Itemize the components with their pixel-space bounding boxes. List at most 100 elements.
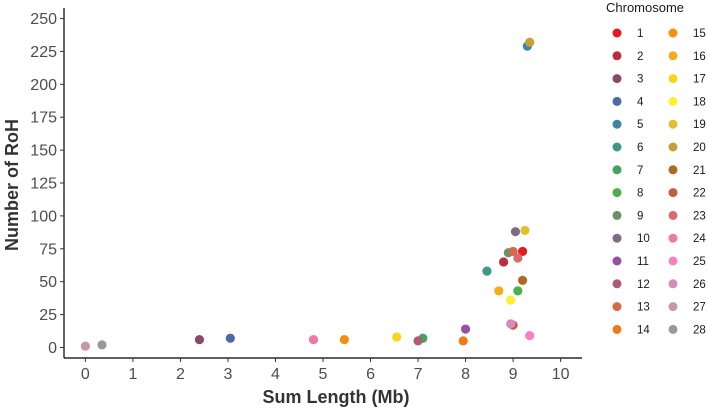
data-point-chr-21 — [517, 275, 528, 285]
x-tick-label: 3 — [224, 366, 233, 383]
data-point-chr-25 — [525, 331, 535, 341]
y-tick-label: 200 — [30, 77, 57, 94]
data-point-chr-10 — [510, 227, 521, 237]
legend-label-chr-15: 15 — [693, 28, 706, 40]
data-point-chr-26 — [506, 319, 516, 329]
legend-key-chr-21 — [668, 165, 678, 175]
legend-label-chr-21: 21 — [693, 165, 706, 177]
legend-key-chr-24 — [668, 233, 678, 243]
x-tick-label: 8 — [461, 366, 470, 383]
legend-label-chr-2: 2 — [637, 51, 643, 63]
legend-label-chr-27: 27 — [693, 302, 706, 314]
legend-key-chr-27 — [668, 302, 678, 312]
data-point-chr-1 — [517, 246, 528, 257]
y-tick-label: 0 — [48, 340, 57, 357]
y-tick-label: 75 — [39, 241, 57, 258]
legend-key-chr-25 — [668, 256, 678, 266]
legend-label-chr-9: 9 — [637, 210, 643, 222]
legend-key-chr-1 — [612, 28, 622, 38]
legend-key-chr-10 — [612, 233, 622, 243]
legend-key-chr-8 — [612, 188, 622, 198]
data-point-chr-2 — [498, 257, 509, 267]
legend-label-chr-26: 26 — [693, 279, 706, 291]
legend-key-chr-11 — [612, 256, 622, 266]
x-tick-label: 1 — [128, 366, 137, 383]
legend-label-chr-4: 4 — [637, 96, 644, 108]
legend-label-chr-18: 18 — [693, 96, 706, 108]
x-tick-label: 10 — [552, 366, 570, 383]
legend-key-chr-7 — [612, 165, 622, 175]
legend-key-chr-16 — [668, 51, 678, 61]
x-tick-label: 2 — [176, 366, 185, 383]
data-point-chr-23 — [513, 253, 523, 263]
legend-key-chr-13 — [612, 302, 622, 312]
y-tick-label: 150 — [30, 143, 57, 160]
data-point-chr-17 — [392, 332, 402, 342]
data-point-chr-6 — [482, 266, 492, 276]
legend-label-chr-11: 11 — [637, 256, 649, 268]
legend-key-chr-2 — [612, 51, 622, 61]
data-point-chr-19 — [520, 225, 530, 235]
legend-key-chr-9 — [612, 210, 622, 220]
legend-key-chr-19 — [668, 119, 678, 129]
x-tick-label: 9 — [509, 366, 518, 383]
legend-label-chr-23: 23 — [693, 210, 706, 222]
x-tick-label: 5 — [319, 366, 328, 383]
x-tick-label: 7 — [414, 366, 423, 383]
data-point-chr-15 — [339, 334, 349, 345]
legend-key-chr-14 — [612, 324, 622, 334]
legend-label-chr-3: 3 — [637, 74, 643, 86]
legend-label-chr-6: 6 — [637, 142, 643, 154]
y-axis-title: Number of RoH — [2, 119, 22, 251]
x-tick-label: 6 — [366, 366, 375, 383]
legend-label-chr-28: 28 — [693, 324, 706, 336]
legend-key-chr-26 — [668, 279, 678, 289]
data-point-chr-13 — [508, 246, 518, 257]
data-points — [80, 37, 535, 351]
legend-label-chr-24: 24 — [693, 233, 706, 245]
legend-label-chr-13: 13 — [637, 302, 650, 314]
legend-label-chr-7: 7 — [637, 165, 643, 177]
data-point-chr-24 — [308, 334, 319, 345]
x-axis-title: Sum Length (Mb) — [263, 387, 410, 407]
legend-label-chr-20: 20 — [693, 142, 706, 154]
data-point-chr-27 — [80, 341, 90, 351]
data-point-chr-20 — [525, 37, 535, 47]
legend-label-chr-17: 17 — [693, 74, 706, 86]
data-point-chr-14 — [458, 336, 468, 346]
data-point-chr-11 — [460, 324, 471, 334]
legend-key-chr-12 — [612, 279, 622, 289]
legend-key-chr-18 — [668, 96, 678, 106]
y-tick-label: 250 — [30, 11, 57, 28]
legend-label-chr-22: 22 — [693, 188, 706, 200]
legend-label-chr-25: 25 — [693, 256, 706, 268]
y-tick-label: 50 — [39, 274, 57, 291]
legend-label-chr-19: 19 — [693, 119, 706, 131]
legend-label-chr-8: 8 — [637, 188, 643, 200]
data-point-chr-4 — [225, 333, 235, 343]
legend-key-chr-6 — [612, 142, 622, 152]
y-tick-label: 100 — [30, 208, 57, 225]
data-point-chr-8 — [513, 286, 523, 296]
data-point-chr-12 — [413, 336, 423, 346]
legend-key-chr-20 — [668, 142, 678, 152]
legend-key-chr-17 — [668, 74, 678, 84]
legend-label-chr-5: 5 — [637, 119, 643, 131]
x-tick-label: 4 — [271, 366, 280, 383]
y-tick-label: 125 — [30, 176, 57, 193]
legend-key-chr-15 — [668, 28, 678, 38]
legend: Chromosome 12345678910111213141516171819… — [606, 0, 706, 336]
legend-key-chr-22 — [668, 188, 678, 198]
data-point-chr-18 — [506, 295, 516, 305]
data-point-chr-16 — [494, 286, 504, 296]
data-point-chr-3 — [194, 334, 205, 345]
x-tick-label: 0 — [81, 366, 90, 383]
legend-key-chr-3 — [612, 74, 622, 84]
legend-label-chr-1: 1 — [637, 28, 643, 40]
y-tick-label: 25 — [39, 307, 57, 324]
data-point-chr-28 — [97, 340, 107, 350]
legend-label-chr-10: 10 — [637, 233, 650, 245]
legend-title: Chromosome — [606, 0, 684, 15]
